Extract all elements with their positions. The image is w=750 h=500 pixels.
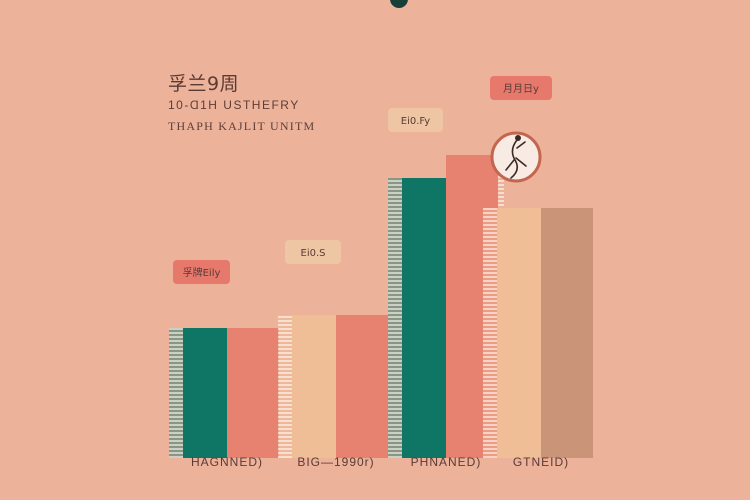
x-tick-label: HAGNNED) <box>191 455 263 469</box>
data-label-pill <box>285 240 341 264</box>
data-label: Ei0.S <box>301 248 326 259</box>
data-label-pill <box>388 108 443 132</box>
bar-hatch-left-lines <box>169 328 183 458</box>
x-tick-label: GTNEID) <box>513 455 569 469</box>
bar-series-2 <box>336 315 388 458</box>
data-label: 月月日y <box>503 83 539 95</box>
bar-series-2 <box>541 208 593 458</box>
bar-hatch-left-lines <box>278 315 292 458</box>
x-tick-label: BIG—1990r) <box>297 455 374 469</box>
chart-subtitle-2: THAPH KAJLIT UNITM <box>168 119 316 133</box>
data-label-pill <box>490 76 552 100</box>
bar-series-1 <box>402 178 446 458</box>
data-label: Ei0.Fy <box>401 116 430 127</box>
bar-series-1 <box>497 208 541 458</box>
bar-series-1 <box>292 315 336 458</box>
bar-hatch-left-lines <box>483 208 497 458</box>
dark-dot-icon <box>390 0 408 8</box>
dancer-figure-lines <box>505 139 527 179</box>
dancer-figure-icon <box>490 131 542 183</box>
bar-series-1 <box>183 328 227 458</box>
data-label: 孚牌Eily <box>183 266 221 279</box>
chart-title-block: 孚兰9周 10-Ɑ1H USTHEFRY THAPH KAJLIT UNITM <box>168 72 315 134</box>
chart-title: 孚兰9周 <box>168 73 240 95</box>
x-tick-label: PHNANED) <box>411 455 482 469</box>
data-label-pill <box>173 260 230 284</box>
chart-subtitle: 10-Ɑ1H USTHEFRY <box>168 98 300 112</box>
bar-hatch-left-lines <box>388 178 402 458</box>
dancer-figure-head <box>515 135 521 141</box>
bar-series-2 <box>227 328 279 458</box>
